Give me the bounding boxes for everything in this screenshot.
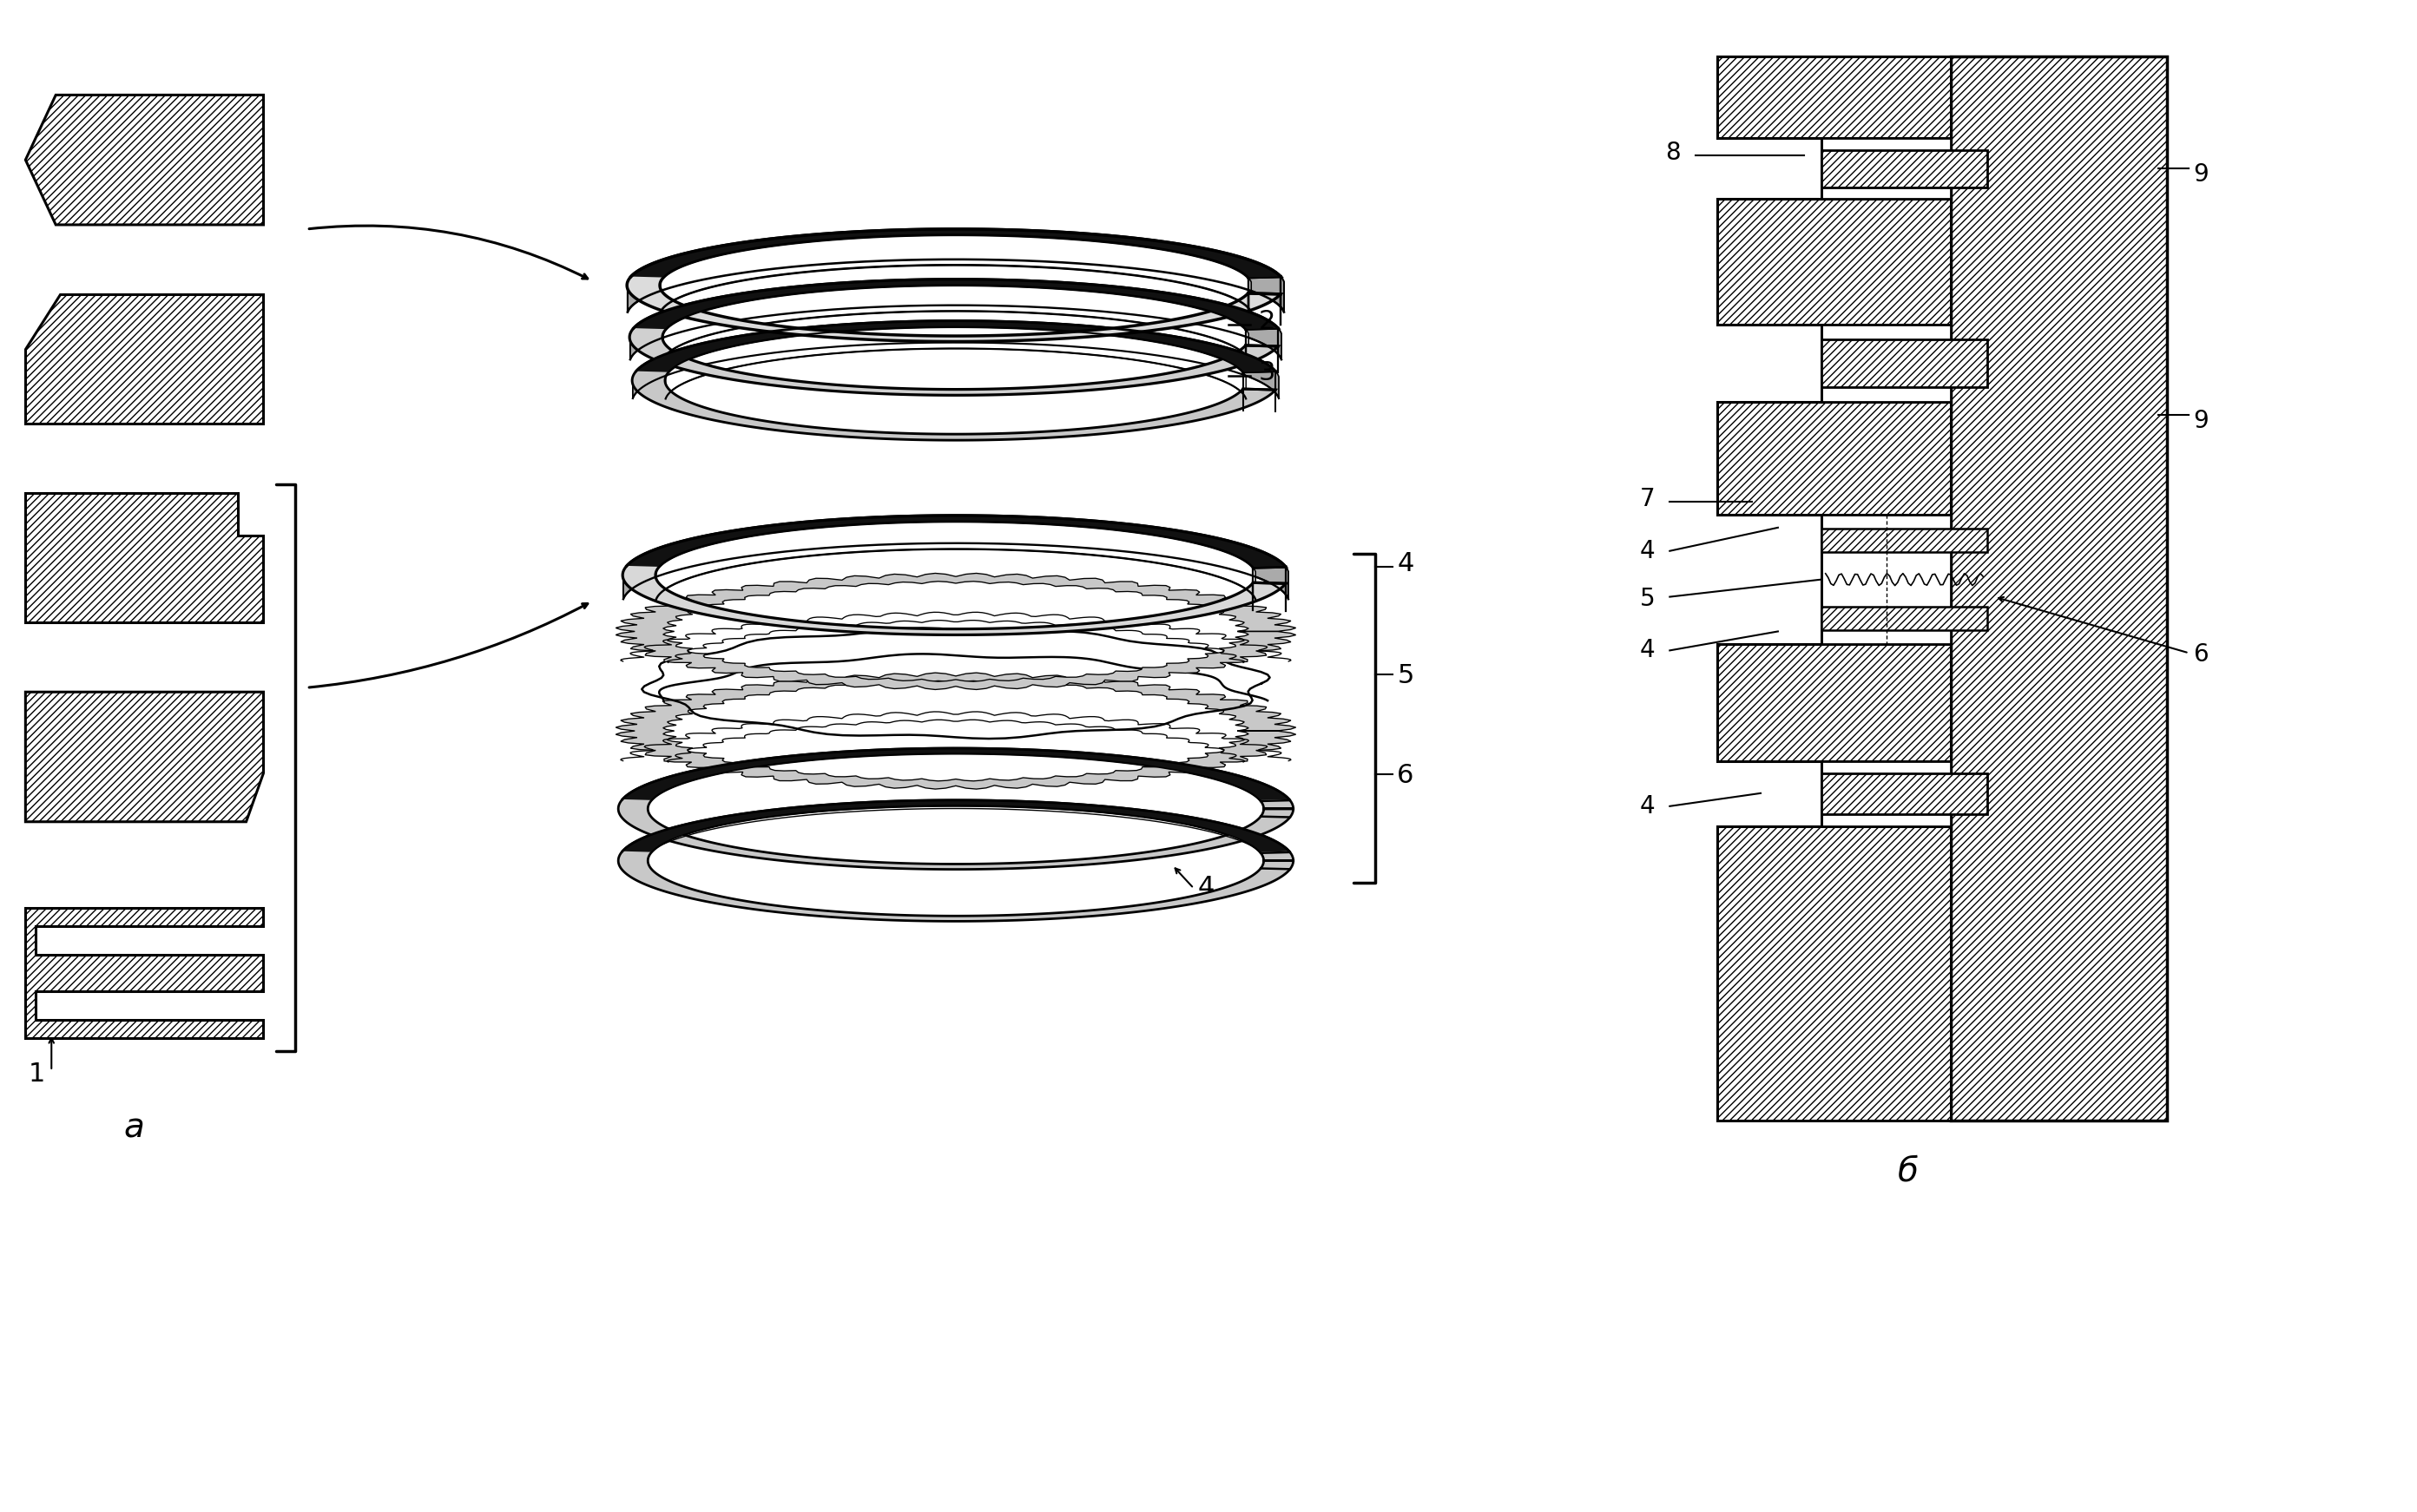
Polygon shape — [660, 234, 1252, 313]
Polygon shape — [27, 909, 263, 1039]
Polygon shape — [1820, 774, 1987, 813]
Polygon shape — [616, 573, 1296, 689]
Text: 6: 6 — [1397, 764, 1414, 788]
Polygon shape — [1820, 529, 1987, 552]
Text: 4: 4 — [1397, 550, 1414, 576]
Polygon shape — [1820, 150, 1987, 187]
Polygon shape — [1951, 56, 2168, 1120]
Polygon shape — [662, 286, 1250, 360]
Polygon shape — [27, 95, 263, 225]
Polygon shape — [624, 748, 1288, 800]
Polygon shape — [624, 800, 1288, 853]
Text: 6: 6 — [2192, 643, 2209, 667]
Polygon shape — [1820, 138, 1951, 198]
Polygon shape — [628, 230, 1283, 311]
Text: 4: 4 — [1199, 875, 1216, 901]
Polygon shape — [1820, 324, 1951, 402]
Polygon shape — [616, 673, 1296, 789]
Polygon shape — [619, 800, 1293, 921]
Text: 7: 7 — [1639, 487, 1656, 511]
Polygon shape — [633, 321, 1279, 398]
Polygon shape — [636, 321, 1276, 372]
Polygon shape — [655, 522, 1254, 599]
Polygon shape — [1718, 644, 1951, 761]
Polygon shape — [624, 516, 1286, 635]
Polygon shape — [628, 280, 1279, 395]
Polygon shape — [27, 493, 263, 623]
Text: б: б — [1897, 1155, 1919, 1188]
Text: 9: 9 — [2192, 408, 2209, 434]
Polygon shape — [633, 321, 1276, 440]
Text: 4: 4 — [1639, 538, 1656, 562]
Polygon shape — [665, 327, 1247, 399]
Text: 8: 8 — [1665, 141, 1680, 165]
Polygon shape — [626, 230, 1281, 342]
Text: 3: 3 — [1259, 360, 1276, 386]
Text: 5: 5 — [1397, 664, 1414, 688]
Text: 4: 4 — [1639, 638, 1656, 662]
Polygon shape — [633, 280, 1279, 330]
Text: а: а — [123, 1111, 145, 1145]
Text: 4: 4 — [1639, 794, 1656, 818]
Text: 5: 5 — [1639, 587, 1656, 611]
Polygon shape — [27, 692, 263, 821]
Polygon shape — [27, 293, 263, 423]
Polygon shape — [1820, 761, 1951, 826]
Polygon shape — [1718, 198, 1951, 324]
Polygon shape — [1718, 402, 1951, 514]
Polygon shape — [1820, 339, 1987, 387]
Text: 9: 9 — [2192, 162, 2209, 186]
Polygon shape — [1820, 514, 1951, 644]
Polygon shape — [1718, 826, 1951, 1120]
Polygon shape — [619, 748, 1293, 869]
Polygon shape — [624, 516, 1288, 599]
Polygon shape — [626, 516, 1286, 567]
Polygon shape — [1718, 56, 1951, 138]
Polygon shape — [631, 280, 1281, 360]
Polygon shape — [631, 230, 1281, 277]
Text: 1: 1 — [29, 1061, 46, 1087]
Text: 2: 2 — [1259, 308, 1276, 334]
Polygon shape — [1820, 606, 1987, 631]
